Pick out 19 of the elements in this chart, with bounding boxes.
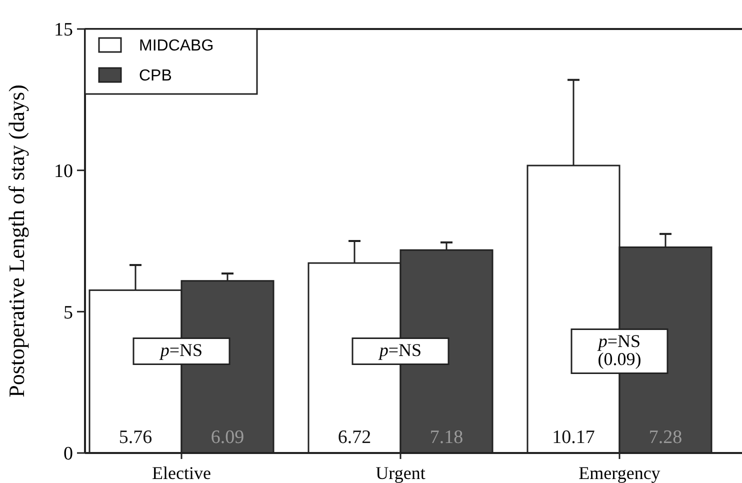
annotation: p=NS <box>158 340 203 360</box>
data-label: 7.18 <box>430 427 464 448</box>
y-tick-label: 15 <box>54 20 73 41</box>
data-label: 10.17 <box>552 427 595 448</box>
annotation: p=NS <box>377 340 422 360</box>
x-tick-label: Elective <box>152 463 211 483</box>
annotation: p=NS (0.09) <box>596 331 642 370</box>
data-label: 5.76 <box>118 427 152 448</box>
y-tick-label: 0 <box>64 444 73 465</box>
y-axis-title: Postoperative Length of stay (days) <box>4 84 29 398</box>
data-label: 6.72 <box>338 427 372 448</box>
x-tick-label: Urgent <box>376 463 426 483</box>
y-tick-label: 10 <box>54 160 73 182</box>
data-label: 6.09 <box>210 427 244 448</box>
legend-label: CPB <box>139 68 172 85</box>
legend-label: MIDCABG <box>139 38 214 55</box>
data-label: 7.28 <box>648 427 682 448</box>
x-tick-label: Emergency <box>578 463 660 483</box>
y-tick-label: 5 <box>64 302 73 324</box>
